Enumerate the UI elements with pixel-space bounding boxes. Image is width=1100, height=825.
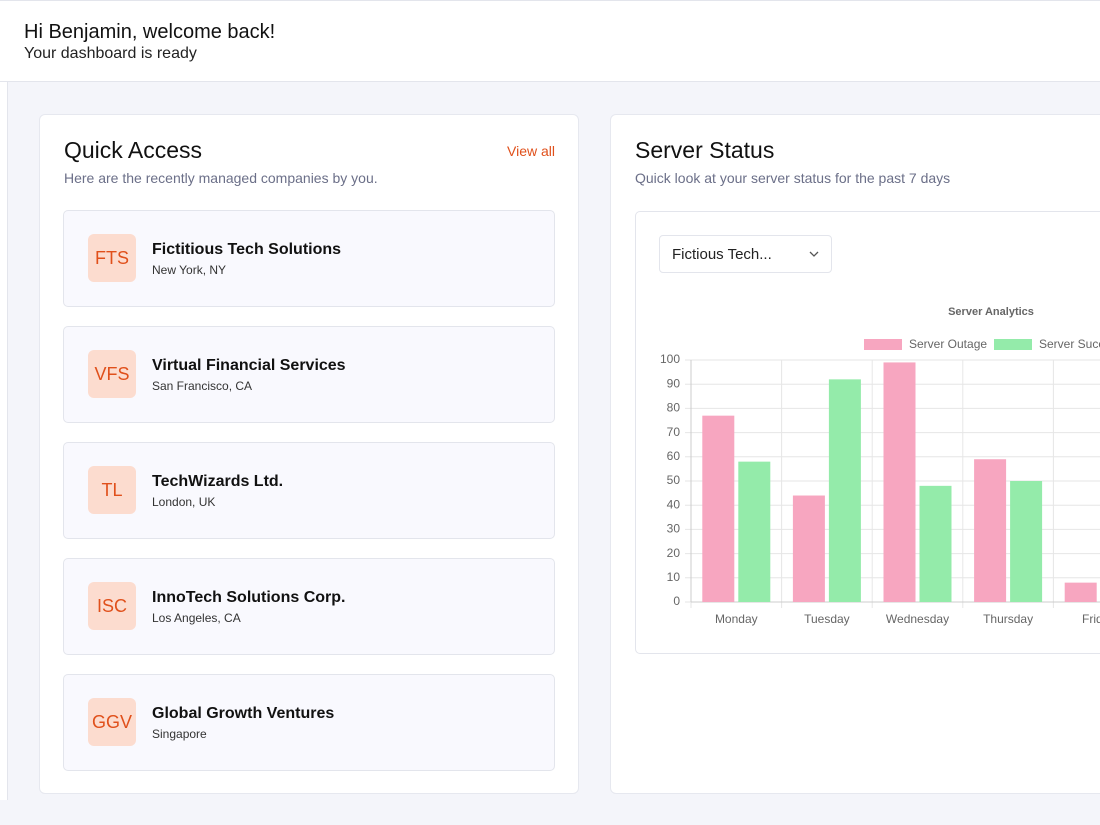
bar — [828, 379, 861, 602]
y-tick-label: 80 — [667, 401, 681, 415]
x-tick-label: Friday — [1082, 612, 1100, 626]
company-card[interactable]: FTS Fictitious Tech Solutions New York, NY — [63, 210, 555, 307]
company-initials: GGV — [88, 698, 136, 746]
company-location: London, UK — [152, 495, 216, 509]
legend-swatch — [994, 339, 1032, 350]
y-tick-label: 70 — [667, 425, 681, 439]
y-tick-label: 10 — [667, 570, 681, 584]
y-tick-label: 0 — [673, 594, 680, 608]
company-dropdown[interactable]: Fictious Tech... — [659, 235, 832, 273]
y-tick-label: 40 — [667, 497, 681, 511]
server-status-card: Server Status Quick look at your server … — [610, 114, 1100, 794]
x-tick-label: Wednesday — [886, 612, 949, 626]
x-tick-label: Thursday — [983, 612, 1033, 626]
bar — [974, 459, 1007, 602]
card-title: Quick Access — [64, 137, 203, 163]
bar — [1010, 481, 1043, 602]
company-location: San Francisco, CA — [152, 379, 253, 393]
legend-swatch — [864, 339, 902, 350]
chevron — [809, 251, 819, 257]
company-card[interactable]: TL TechWizards Ltd. London, UK — [63, 442, 555, 539]
bar — [883, 362, 916, 602]
y-tick-label: 30 — [667, 522, 681, 536]
greeting: Hi Benjamin, welcome back! — [24, 21, 276, 43]
bar — [738, 461, 771, 602]
company-card[interactable]: GGV Global Growth Ventures Singapore — [63, 674, 555, 771]
company-location: Singapore — [152, 727, 207, 741]
company-name: Virtual Financial Services — [152, 357, 346, 374]
sidebar — [0, 0, 8, 800]
card-title: Server Status — [635, 137, 775, 163]
bar — [792, 495, 825, 602]
card-subtitle: Quick look at your server status for the… — [635, 170, 951, 186]
company-location: Los Angeles, CA — [152, 611, 241, 625]
bar — [919, 485, 952, 602]
company-name: Fictitious Tech Solutions — [152, 241, 342, 258]
chart: Server Analytics 0 10 20 30 40 50 60 70 80 90 100 Se… — [660, 306, 1100, 626]
bar — [702, 415, 735, 602]
card-subtitle: Here are the recently managed companies … — [64, 170, 378, 186]
company-initials: FTS — [88, 234, 136, 282]
company-initials: VFS — [88, 350, 136, 398]
company-name: Global Growth Ventures — [152, 705, 335, 722]
company-initials: TL — [88, 466, 136, 514]
header-subtitle: Your dashboard is ready — [24, 45, 197, 62]
y-tick-label: 50 — [667, 473, 681, 487]
chart-title: Server Analytics — [948, 306, 1034, 318]
x-tick-label: Tuesday — [804, 612, 850, 626]
company-card[interactable]: ISC InnoTech Solutions Corp. Los Angeles, … — [63, 558, 555, 655]
header: Hi Benjamin, welcome back! Your dashboar… — [0, 0, 1100, 82]
y-tick-label: 100 — [660, 352, 680, 366]
company-name: InnoTech Solutions Corp. — [152, 589, 346, 606]
company-card[interactable]: VFS Virtual Financial Services San Francis… — [63, 326, 555, 423]
view-all-link[interactable]: View all — [507, 143, 555, 159]
y-tick-label: 90 — [667, 376, 681, 390]
company-name: TechWizards Ltd. — [152, 473, 284, 490]
bar — [1064, 582, 1097, 602]
dropdown-label: Fictious Tech... — [672, 246, 772, 263]
company-initials: ISC — [88, 582, 136, 630]
chart-box: Fictious Tech... Server Analytics 0 10 20 30… — [635, 211, 1100, 654]
y-tick-label: 60 — [667, 449, 681, 463]
y-tick-label: 20 — [667, 546, 681, 560]
legend-label: Server Success — [1039, 337, 1100, 351]
legend-label: Server Outage — [909, 337, 987, 351]
company-location: New York, NY — [152, 263, 227, 277]
x-tick-label: Monday — [715, 612, 758, 626]
